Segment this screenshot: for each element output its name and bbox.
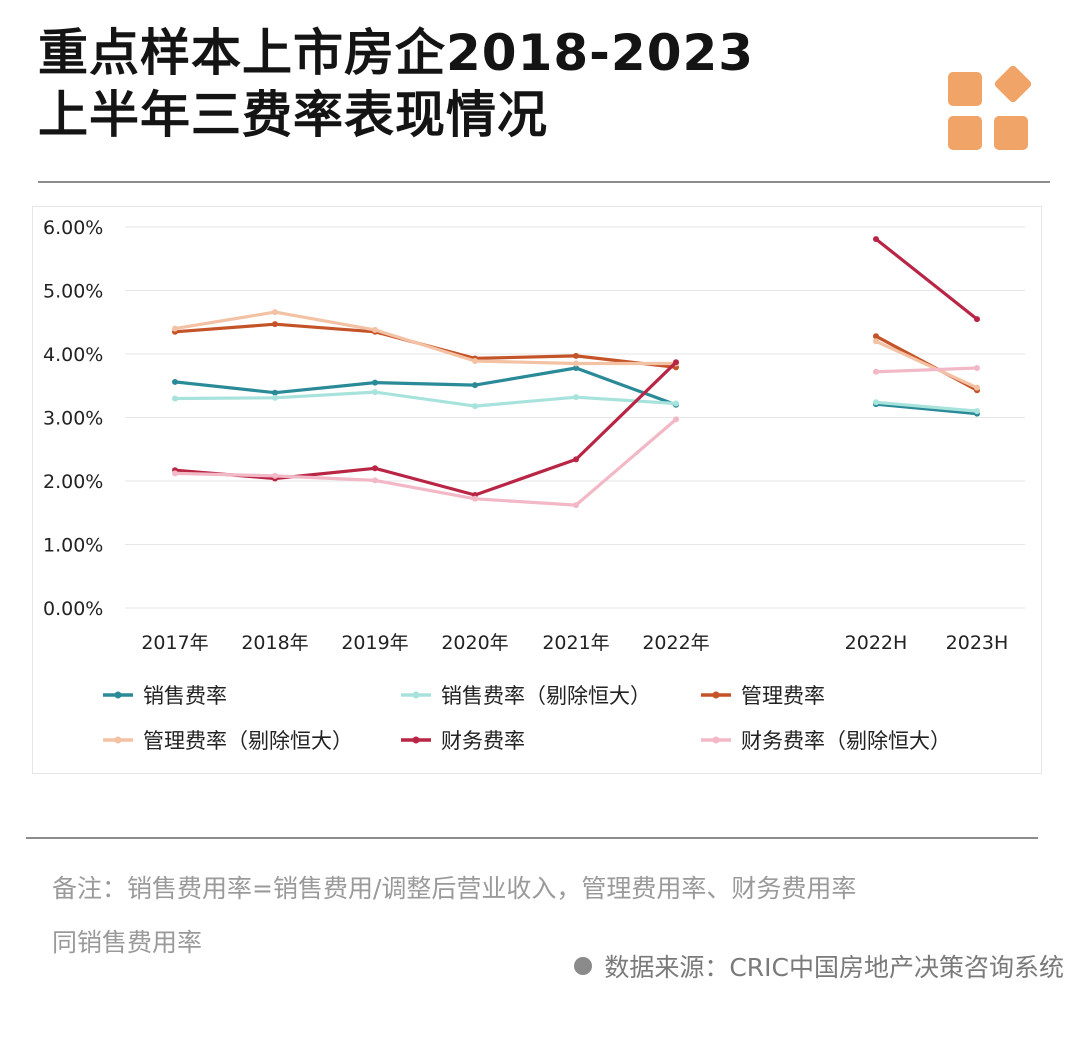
data-point bbox=[272, 394, 278, 401]
x-tick-label: 2022年 bbox=[642, 632, 709, 654]
y-tick-label: 2.00% bbox=[43, 471, 103, 493]
footnote-line-2: 同销售费用率 bbox=[52, 928, 203, 957]
data-point bbox=[472, 382, 478, 389]
series-line-half bbox=[874, 402, 979, 416]
data-point bbox=[172, 325, 178, 332]
data-point bbox=[472, 403, 478, 410]
x-tick-label: 2022H bbox=[845, 632, 908, 654]
bullet-icon bbox=[574, 957, 593, 975]
data-point bbox=[573, 360, 579, 367]
series-line-annual bbox=[173, 390, 678, 408]
legend-label: 财务费率 bbox=[441, 729, 525, 753]
data-point bbox=[372, 477, 378, 484]
line-chart: 0.00% 1.00% 2.00% 3.00% 4.00% 5.00% 6.00% 2017年… bbox=[43, 217, 1025, 753]
series-line-half bbox=[874, 400, 979, 413]
data-source-text: 数据来源：CRIC中国房地产决策咨询系统 bbox=[604, 953, 1064, 982]
series-line-half bbox=[874, 237, 979, 321]
data-point bbox=[573, 456, 579, 463]
series-line-annual bbox=[173, 366, 678, 407]
data-source: 数据来源：CRIC中国房地产决策咨询系统 bbox=[574, 948, 1064, 984]
data-point bbox=[372, 326, 378, 333]
legend-marker bbox=[712, 691, 720, 699]
series-line-half bbox=[874, 339, 979, 390]
legend-label: 财务费率（剔除恒大） bbox=[741, 729, 951, 753]
data-point bbox=[472, 357, 478, 364]
data-point bbox=[873, 368, 879, 375]
data-point bbox=[272, 472, 278, 479]
data-point bbox=[272, 389, 278, 396]
page-title: 重点样本上市房企2018-2023 上半年三费率表现情况 bbox=[38, 22, 754, 146]
data-point bbox=[673, 416, 679, 423]
data-point bbox=[974, 316, 980, 323]
legend-label: 管理费率 bbox=[741, 684, 825, 708]
legend-label: 管理费率（剔除恒大） bbox=[143, 729, 353, 753]
series-line-annual bbox=[173, 417, 678, 507]
data-point bbox=[873, 399, 879, 406]
data-point bbox=[172, 395, 178, 402]
top-divider bbox=[38, 181, 1050, 183]
series-line-annual bbox=[173, 360, 678, 497]
data-point bbox=[573, 364, 579, 371]
series-line-half bbox=[874, 366, 979, 374]
y-tick-label: 5.00% bbox=[43, 281, 103, 303]
x-tick-label: 2018年 bbox=[241, 632, 308, 654]
data-point bbox=[172, 378, 178, 385]
y-tick-label: 0.00% bbox=[43, 598, 103, 620]
data-point bbox=[873, 333, 879, 340]
x-tick-label: 2023H bbox=[946, 632, 1009, 654]
bottom-divider bbox=[26, 837, 1038, 839]
data-point bbox=[372, 379, 378, 386]
y-tick-label: 4.00% bbox=[43, 344, 103, 366]
chart-frame: 0.00% 1.00% 2.00% 3.00% 4.00% 5.00% 6.00% 2017年… bbox=[32, 206, 1042, 774]
data-point bbox=[974, 364, 980, 371]
footnote-line-1: 备注：销售费用率=销售费用/调整后营业收入，管理费用率、财务费用率 bbox=[52, 874, 857, 903]
data-point bbox=[673, 400, 679, 407]
data-point bbox=[172, 470, 178, 477]
data-point bbox=[573, 352, 579, 359]
y-tick-label: 1.00% bbox=[43, 535, 103, 557]
legend-marker bbox=[412, 691, 420, 699]
title-line-1: 重点样本上市房企2018-2023 bbox=[38, 24, 755, 82]
four-squares-logo-icon bbox=[948, 66, 1032, 150]
data-point bbox=[573, 502, 579, 509]
x-tick-label: 2017年 bbox=[141, 632, 208, 654]
y-tick-label: 6.00% bbox=[43, 217, 103, 239]
data-point bbox=[974, 408, 980, 415]
legend-marker bbox=[114, 736, 122, 744]
x-tick-label: 2021年 bbox=[542, 632, 609, 654]
data-point bbox=[272, 309, 278, 316]
data-point bbox=[873, 236, 879, 243]
data-point bbox=[272, 321, 278, 328]
data-point bbox=[372, 389, 378, 396]
series-line-annual bbox=[173, 310, 678, 366]
legend-marker bbox=[712, 736, 720, 744]
x-tick-label: 2020年 bbox=[441, 632, 508, 654]
x-tick-label: 2019年 bbox=[341, 632, 408, 654]
data-point bbox=[573, 394, 579, 401]
legend-label: 销售费率 bbox=[143, 684, 227, 708]
data-point bbox=[472, 495, 478, 502]
footnote: 备注：销售费用率=销售费用/调整后营业收入，管理费用率、财务费用率 同销售费用率 bbox=[52, 862, 1052, 970]
data-point bbox=[372, 465, 378, 472]
legend-label: 销售费率（剔除恒大） bbox=[441, 684, 651, 708]
data-point bbox=[873, 338, 879, 345]
legend-marker bbox=[412, 736, 420, 744]
title-line-2: 上半年三费率表现情况 bbox=[38, 86, 548, 144]
legend-marker bbox=[114, 691, 122, 699]
data-point bbox=[974, 384, 980, 391]
y-tick-label: 3.00% bbox=[43, 408, 103, 430]
data-point bbox=[673, 359, 679, 366]
